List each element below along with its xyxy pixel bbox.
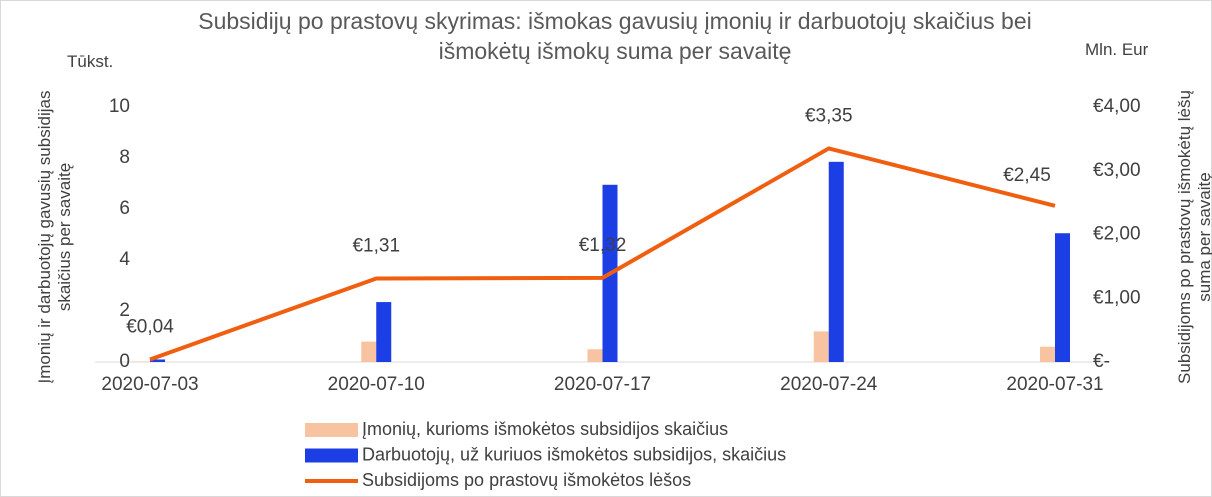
- x-tick-label: 2020-07-31: [1006, 374, 1103, 395]
- data-label: €2,45: [1003, 165, 1051, 186]
- y2-unit: Mln. Eur: [1085, 40, 1149, 59]
- y-tick-label: 8: [119, 147, 130, 168]
- bar: [1055, 233, 1070, 362]
- y-unit: Tūkst.: [67, 52, 114, 71]
- data-label: €0,04: [126, 316, 174, 337]
- bar: [150, 359, 165, 362]
- y2-tick-label: €4,00: [1093, 96, 1141, 117]
- y2-axis-title: Subsidijoms po prastovų išmokėtų lėšų su…: [1175, 90, 1212, 384]
- y2-tick-label: €1,00: [1093, 287, 1141, 308]
- y-tick-label: 6: [119, 198, 130, 219]
- bar: [376, 302, 392, 362]
- y2-tick-label: €3,00: [1093, 160, 1141, 181]
- x-tick-label: 2020-07-17: [554, 374, 651, 395]
- chart-title: Subsidijų po prastovų skyrimas: išmokas …: [198, 8, 1032, 64]
- y-tick-label: 2: [119, 300, 130, 321]
- legend: Įmonių, kurioms išmokėtos subsidijos ska…: [305, 419, 786, 490]
- data-label: €3,35: [805, 105, 853, 126]
- legend-swatch: [305, 448, 358, 463]
- bar: [813, 331, 829, 362]
- y-tick-label: 0: [119, 351, 130, 372]
- line-series: [149, 146, 1056, 362]
- bar: [135, 361, 150, 362]
- y2-tick-label: €-: [1093, 351, 1110, 372]
- y-tick-label: 4: [119, 249, 130, 270]
- x-tick-label: 2020-07-03: [101, 374, 198, 395]
- bar: [828, 161, 844, 362]
- bar: [587, 349, 603, 362]
- legend-swatch: [305, 423, 358, 437]
- y-axis-title: Įmonių ir darbuotojų gavusių subsidijas …: [35, 90, 74, 384]
- x-tick-label: 2020-07-10: [328, 374, 425, 395]
- data-label: €1,31: [352, 236, 400, 257]
- y2-tick-label: €2,00: [1093, 224, 1141, 245]
- bar: [1040, 346, 1055, 362]
- bar: [361, 341, 377, 362]
- data-label: €1,32: [579, 235, 627, 256]
- x-tick-label: 2020-07-24: [780, 374, 878, 395]
- y-tick-label: 10: [109, 96, 130, 117]
- legend-label: Įmonių, kurioms išmokėtos subsidijos ska…: [362, 419, 728, 439]
- legend-label: Subsidijoms po prastovų išmokėtos lėšos: [362, 470, 691, 490]
- legend-label: Darbuotojų, už kuriuos išmokėtos subsidi…: [362, 444, 786, 464]
